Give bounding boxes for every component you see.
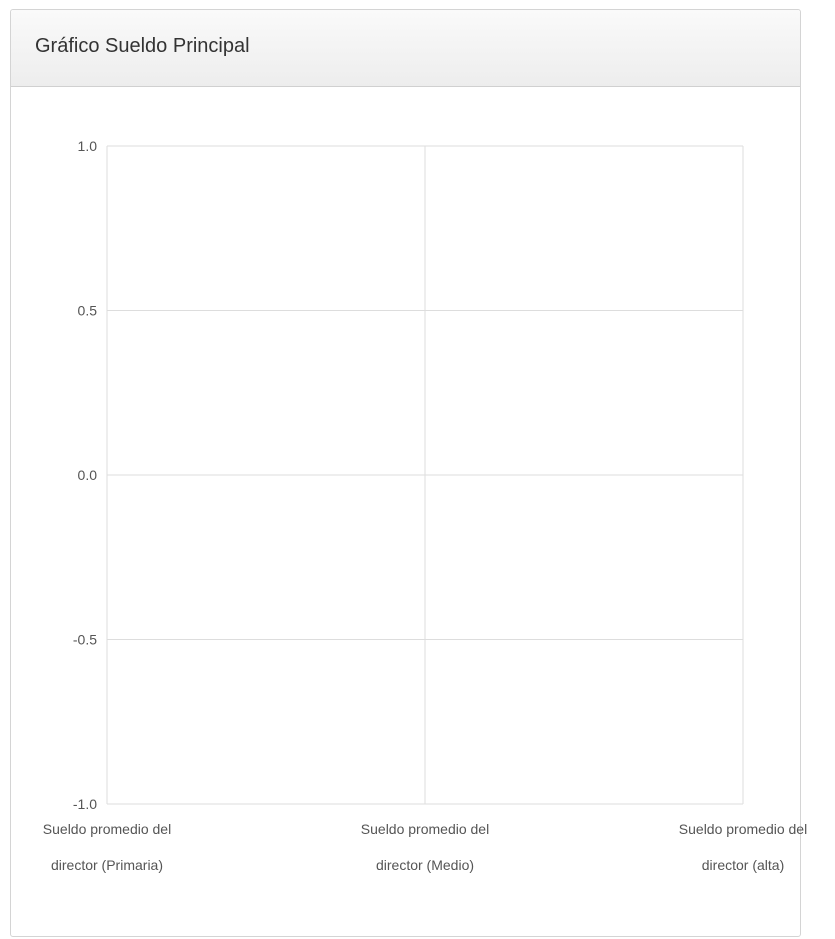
x-tick-label-line: director (Medio) (376, 857, 474, 873)
x-tick-label-line: Sueldo promedio del (679, 821, 807, 837)
x-tick-label-line: Sueldo promedio del (43, 821, 171, 837)
x-tick-label-line: director (Primaria) (51, 857, 163, 873)
y-tick-label: 0.5 (78, 303, 98, 319)
panel-header: Gráfico Sueldo Principal (11, 10, 800, 87)
y-tick-label: -0.5 (73, 632, 97, 648)
panel-title: Gráfico Sueldo Principal (35, 35, 250, 57)
x-tick-label: Sueldo promedio del director (alta) (679, 821, 807, 873)
x-tick-label-line: Sueldo promedio del (361, 821, 489, 837)
x-tick-label: Sueldo promedio del director (Medio) (361, 821, 489, 873)
y-tick-label: 0.0 (78, 467, 98, 483)
chart-panel: Gráfico Sueldo Principal (10, 9, 801, 937)
y-tick-label: 1.0 (78, 138, 98, 154)
x-tick-label-line: director (alta) (702, 857, 784, 873)
x-tick-label: Sueldo promedio del director (Primaria) (43, 821, 171, 873)
y-tick-label: -1.0 (73, 796, 97, 812)
